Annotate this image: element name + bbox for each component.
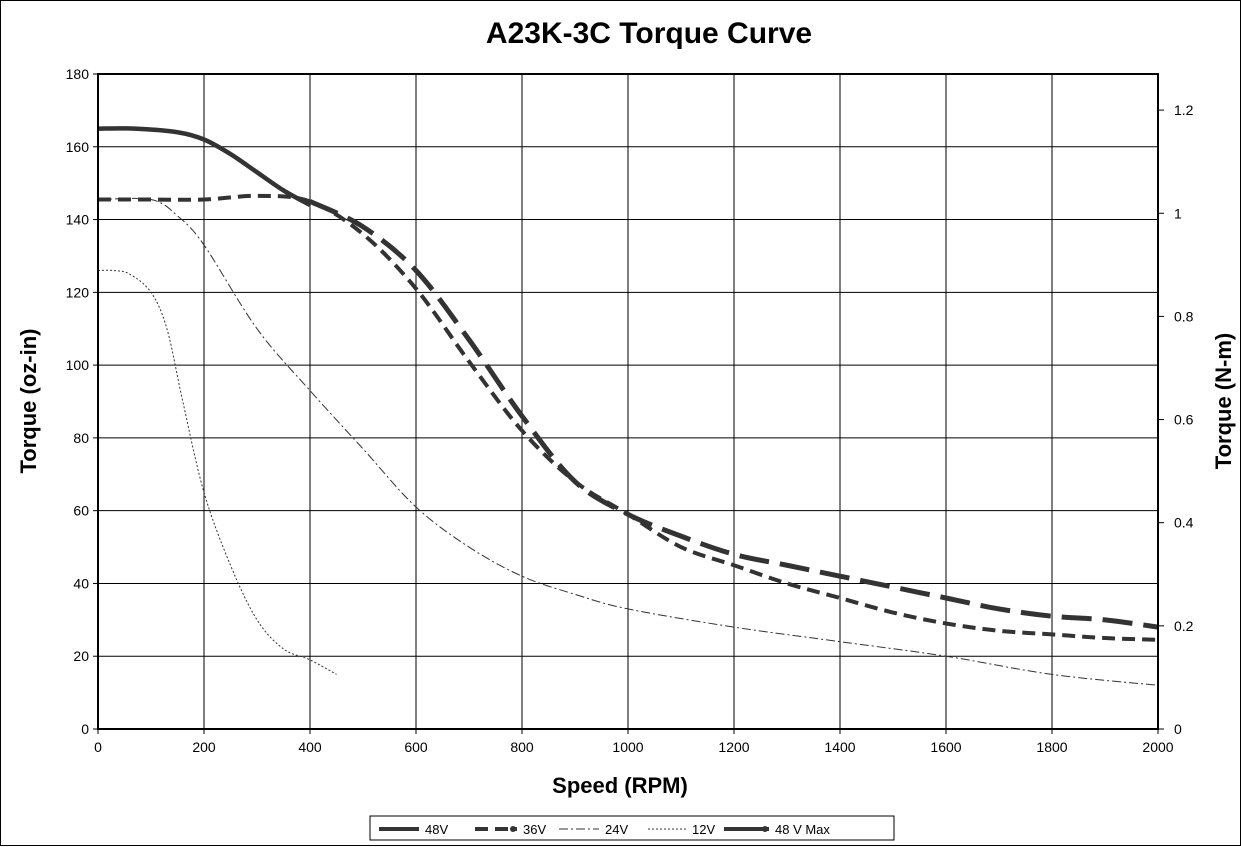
y2-tick-label: 1 bbox=[1174, 205, 1182, 221]
y-tick-label: 120 bbox=[66, 284, 90, 300]
y-tick-label: 80 bbox=[73, 430, 89, 446]
legend-entry-24v: 24V bbox=[559, 822, 628, 837]
x-tick-label: 1200 bbox=[718, 739, 749, 755]
x-tick-label: 200 bbox=[192, 739, 216, 755]
x-tick-label: 1800 bbox=[1036, 739, 1067, 755]
y2-tick-label: 0.4 bbox=[1174, 515, 1194, 531]
y2-tick-label: 0 bbox=[1174, 721, 1182, 737]
legend-entry-48v: 48V bbox=[379, 822, 448, 837]
y2-axis-title: Torque (N-m) bbox=[1211, 333, 1236, 469]
series-line-48v bbox=[308, 199, 1159, 630]
legend-entry-48-v-max: 48 V Max bbox=[724, 822, 830, 837]
x-tick-label: 400 bbox=[298, 739, 322, 755]
y-tick-label: 100 bbox=[66, 357, 90, 373]
y-axis-title: Torque (oz-in) bbox=[16, 329, 41, 474]
legend-label: 36V bbox=[523, 822, 546, 837]
x-tick-label: 800 bbox=[510, 739, 534, 755]
x-tick-label: 1400 bbox=[824, 739, 855, 755]
legend: 48V 36V 24V 12V 48 V Max bbox=[369, 815, 895, 841]
y-tick-label: 140 bbox=[66, 212, 90, 228]
y-tick-label: 160 bbox=[66, 139, 90, 155]
y2-tick-label: 0.6 bbox=[1174, 412, 1194, 428]
series-line-24v bbox=[97, 197, 1159, 686]
x-axis-title: Speed (RPM) bbox=[552, 773, 688, 798]
plot-area-border bbox=[97, 73, 1159, 730]
y2-tick-label: 1.2 bbox=[1174, 102, 1194, 118]
y-tick-label: 60 bbox=[73, 503, 89, 519]
x-tick-label: 600 bbox=[404, 739, 428, 755]
chart-title: A23K-3C Torque Curve bbox=[486, 17, 812, 50]
legend-label: 24V bbox=[605, 822, 628, 837]
legend-label: 48 V Max bbox=[775, 822, 830, 837]
y2-tick-label: 0.2 bbox=[1174, 618, 1194, 634]
series-line-12v bbox=[97, 269, 337, 675]
legend-marker bbox=[762, 826, 768, 832]
x-tick-label: 1600 bbox=[930, 739, 961, 755]
series-line-48-v-max bbox=[97, 126, 312, 207]
x-tick-label: 1000 bbox=[612, 739, 643, 755]
x-tick-label: 2000 bbox=[1142, 739, 1173, 755]
y-tick-label: 0 bbox=[81, 721, 89, 737]
series-line-36v bbox=[98, 193, 1159, 642]
y-tick-label: 180 bbox=[66, 66, 90, 82]
y-tick-label: 40 bbox=[73, 575, 89, 591]
legend-entry-12v: 12V bbox=[648, 822, 715, 837]
legend-marker bbox=[510, 826, 516, 832]
legend-label: 48V bbox=[425, 822, 448, 837]
legend-box bbox=[369, 815, 895, 841]
y2-tick-label: 0.8 bbox=[1174, 308, 1194, 324]
legend-entry-36v: 36V bbox=[475, 822, 546, 837]
y-tick-label: 20 bbox=[73, 648, 89, 664]
x-tick-label: 0 bbox=[94, 739, 102, 755]
legend-label: 12V bbox=[692, 822, 715, 837]
